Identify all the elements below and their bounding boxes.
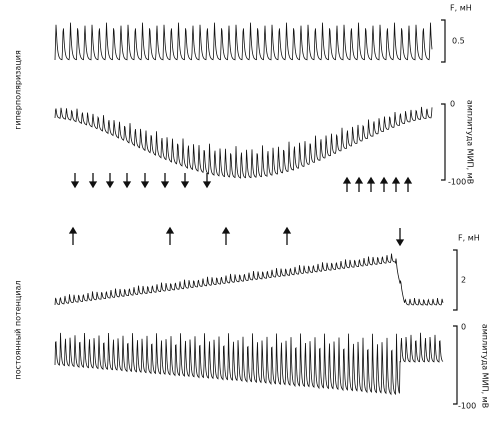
bottom-label: -100 xyxy=(458,402,476,411)
arrow-head xyxy=(403,176,413,184)
side-label: постоянный потенциал xyxy=(14,280,23,379)
side-label: гиперполяризация xyxy=(14,50,23,130)
unit-label: F, мН xyxy=(458,234,480,243)
scale-label: 0.5 xyxy=(452,37,465,46)
scale-label: 2 xyxy=(461,276,466,285)
scale-bar xyxy=(441,103,446,181)
trace xyxy=(54,253,444,306)
scale-bar xyxy=(453,249,458,311)
scale-bar xyxy=(453,325,458,405)
arrow-head xyxy=(105,181,115,189)
arrow-head xyxy=(165,226,175,234)
trace xyxy=(54,332,444,396)
top-label: 0 xyxy=(461,323,466,332)
arrow-head xyxy=(282,226,292,234)
arrow-head xyxy=(180,181,190,189)
axis-label: амплитуда МИП, мВ xyxy=(481,324,490,408)
arrow-head xyxy=(68,226,78,234)
trace xyxy=(54,106,433,179)
trace xyxy=(54,22,433,61)
arrow-head xyxy=(342,176,352,184)
arrow-head xyxy=(140,181,150,189)
arrow-head xyxy=(391,176,401,184)
scale-bar xyxy=(441,19,446,63)
arrow-head xyxy=(70,181,80,189)
bottom-label: -100 xyxy=(448,178,466,187)
arrow-head xyxy=(366,176,376,184)
axis-label: амплитуда МИП, мВ xyxy=(466,100,475,184)
arrow-head xyxy=(395,239,405,247)
arrow-head xyxy=(221,226,231,234)
arrow-head xyxy=(88,181,98,189)
arrow-head xyxy=(160,181,170,189)
arrow-head xyxy=(354,176,364,184)
arrow-head xyxy=(122,181,132,189)
arrow-head xyxy=(379,176,389,184)
unit-label: F, мН xyxy=(450,4,472,13)
top-label: 0 xyxy=(450,100,455,109)
arrow-head xyxy=(202,181,212,189)
